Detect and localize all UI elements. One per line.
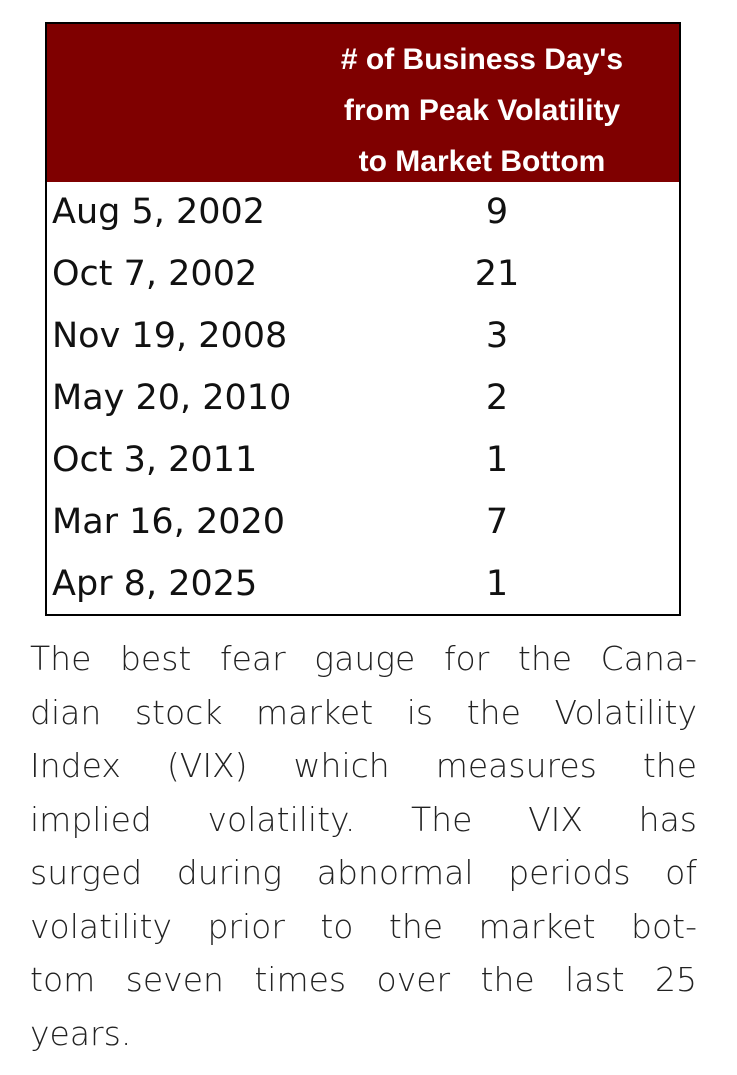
table-body: Aug 5, 2002 9 Oct 7, 2002 21 Nov 19, 2008 3 Ma… [47,182,679,616]
date-cell: Oct 7, 2002 [52,254,258,294]
days-cell: 1 [485,564,509,604]
paragraph-line: tom seven times over the last 25 [30,960,697,999]
paragraph-line: surged during abnormal periods of [30,853,697,892]
date-cell: Aug 5, 2002 [52,192,266,232]
paragraph-line: volatility prior to the market bot- [30,906,697,946]
date-cell: Mar 16, 2020 [52,502,286,542]
paragraph-line: years. [30,1013,132,1053]
header-line: # of Business Day's [340,43,624,76]
days-cell: 7 [485,502,509,542]
date-cell: Oct 3, 2011 [52,440,258,480]
days-cell: 21 [474,254,520,294]
days-cell: 9 [485,192,509,232]
table-row: Apr 8, 2025 1 [47,554,679,616]
paragraph-line: implied volatility. The VIX has [30,799,697,839]
paragraph: The best fear gauge for the Cana-dian st… [30,632,697,1060]
date-cell: May 20, 2010 [52,378,292,418]
paragraph-line: dian stock market is the Volatility [30,692,697,732]
days-cell: 1 [485,440,509,480]
header-text: # of Business Day's from Peak Volatility t… [297,34,667,187]
table-row: Oct 7, 2002 21 [47,244,679,306]
table-row: Aug 5, 2002 9 [47,182,679,244]
table-row: May 20, 2010 2 [47,368,679,430]
table-row: Nov 19, 2008 3 [47,306,679,368]
header-line: from Peak Volatility [343,94,621,127]
days-cell: 3 [485,316,509,356]
date-cell: Nov 19, 2008 [52,316,288,356]
paragraph-line: Index (VIX) which measures the [30,746,697,785]
table-row: Mar 16, 2020 7 [47,492,679,554]
date-cell: Apr 8, 2025 [52,564,258,604]
header-line: to Market Bottom [358,145,606,178]
paragraph-line: The best fear gauge for the Cana- [30,639,697,678]
days-cell: 2 [485,378,509,418]
table-row: Oct 3, 2011 1 [47,430,679,492]
table: # of Business Day's from Peak Volatility t… [45,22,681,616]
table-header: # of Business Day's from Peak Volatility t… [47,24,679,182]
